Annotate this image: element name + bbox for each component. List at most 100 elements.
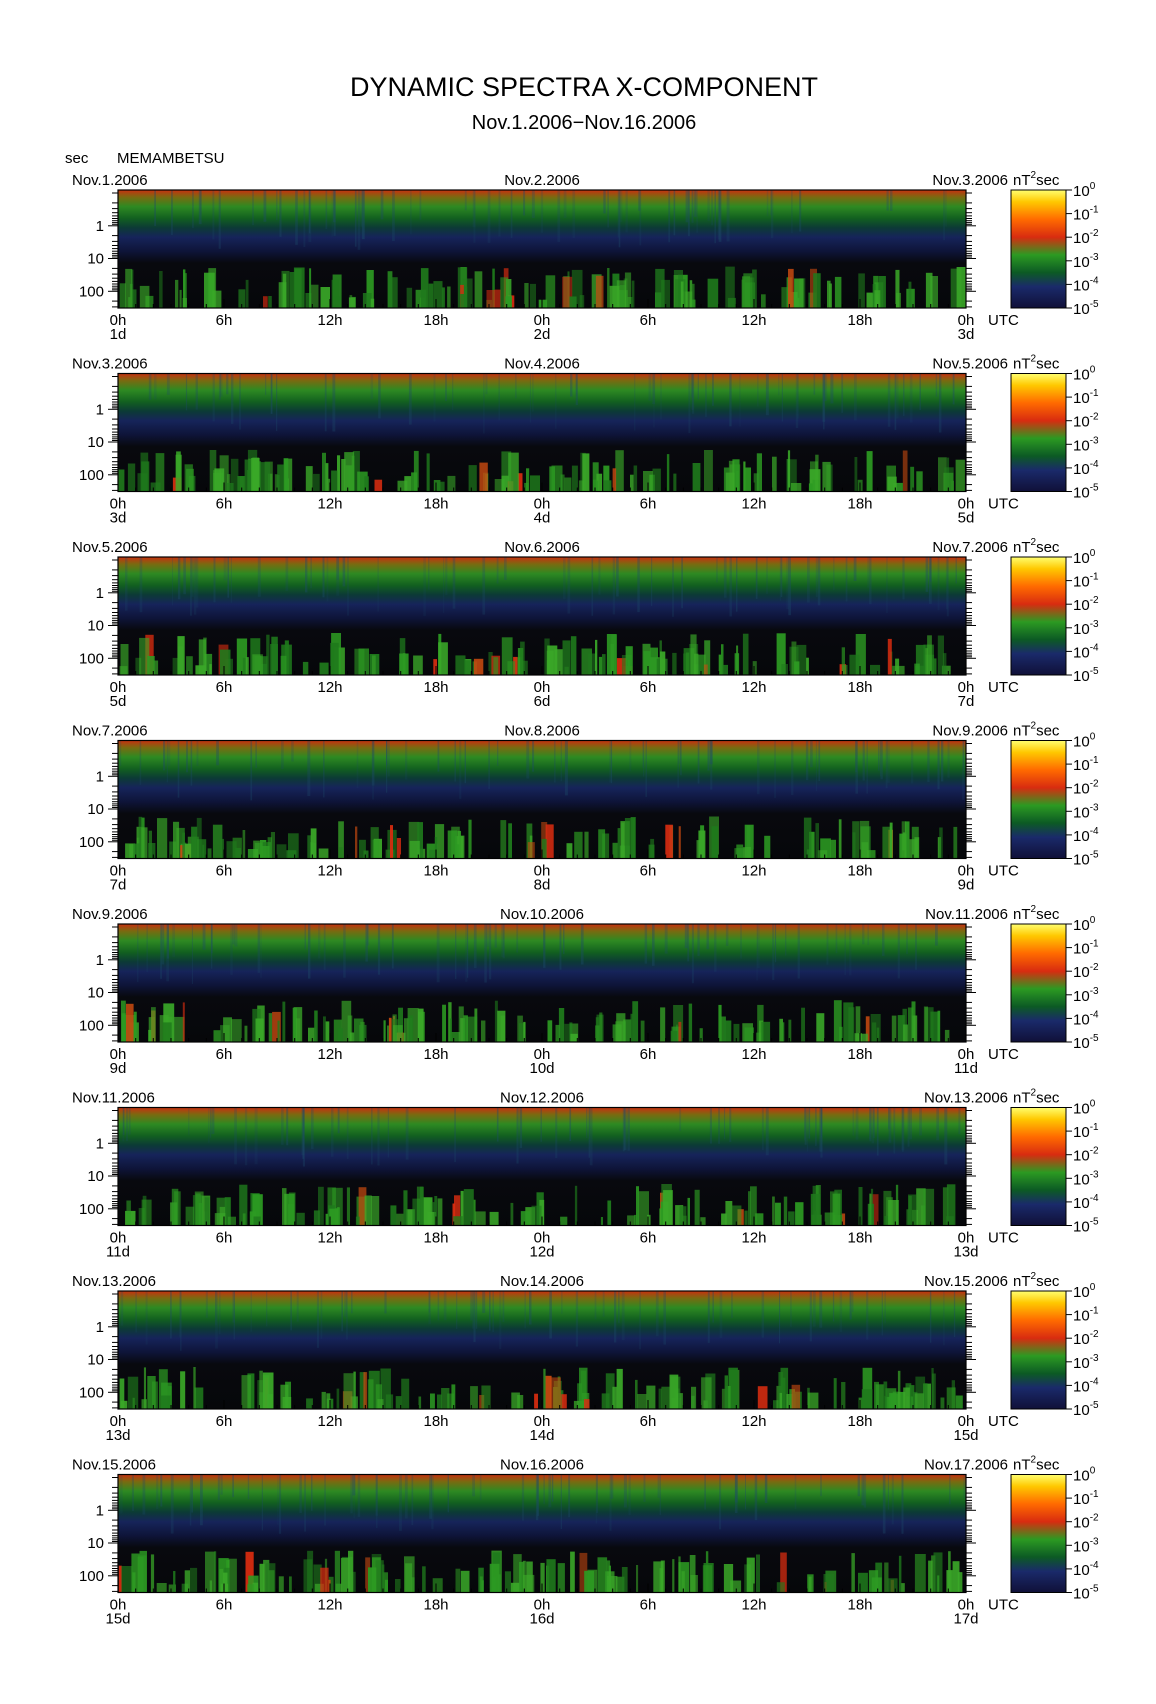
texture-streak: [189, 1474, 192, 1526]
activity-mark: [441, 287, 445, 308]
activity-mark: [119, 283, 126, 308]
activity-mark: [803, 817, 812, 859]
day-label: 13d: [953, 1244, 978, 1261]
texture-streak: [678, 740, 681, 764]
texture-streak: [624, 1107, 627, 1151]
texture-streak: [867, 557, 869, 588]
activity-mark: [756, 1554, 760, 1593]
y-tick-label: 100: [79, 467, 104, 484]
texture-streak: [218, 1291, 221, 1335]
activity-mark: [551, 465, 563, 492]
activity-mark: [842, 665, 848, 675]
texture-streak: [844, 924, 846, 975]
activity-mark: [208, 268, 217, 308]
activity-mark: [296, 1018, 301, 1042]
spectrogram-activity: [119, 1367, 963, 1409]
texture-streak: [231, 373, 234, 424]
texture-streak: [937, 740, 940, 790]
colorbar-unit: nT2sec: [1013, 354, 1060, 373]
colorbar-tick-label: 10-1: [1073, 755, 1099, 774]
activity-mark: [377, 1399, 384, 1409]
colorbar-unit: nT2sec: [1013, 904, 1060, 923]
texture-streak: [154, 190, 156, 226]
x-tick-label: 6h: [640, 1046, 657, 1063]
x-tick-label: 18h: [847, 863, 872, 880]
texture-streak: [375, 1474, 378, 1516]
texture-streak: [336, 557, 339, 580]
texture-streak: [139, 557, 143, 613]
texture-streak: [123, 1107, 125, 1135]
texture-streak: [239, 373, 241, 430]
activity-mark: [184, 1570, 190, 1593]
texture-streak: [230, 557, 232, 603]
activity-mark: [358, 1187, 367, 1226]
activity-mark: [489, 1211, 499, 1226]
activity-mark: [718, 1004, 722, 1042]
texture-streak: [685, 190, 689, 223]
texture-streak: [333, 190, 336, 223]
texture-streak: [568, 1474, 571, 1518]
colorbar-tick-label: 10-2: [1073, 1513, 1099, 1532]
activity-mark: [892, 665, 898, 675]
activity-mark: [224, 1197, 231, 1226]
texture-streak: [285, 557, 289, 591]
activity-mark: [430, 1393, 435, 1409]
texture-streak: [687, 190, 690, 237]
activity-mark: [579, 295, 585, 308]
texture-streak: [350, 1474, 353, 1514]
activity-mark: [653, 1561, 664, 1593]
texture-streak: [618, 190, 621, 248]
activity-mark: [707, 278, 719, 308]
texture-streak: [270, 373, 273, 414]
texture-streak: [320, 1291, 323, 1339]
activity-mark: [259, 462, 271, 492]
texture-streak: [212, 373, 215, 422]
activity-mark: [520, 1211, 531, 1226]
activity-mark: [704, 640, 711, 675]
texture-streak: [879, 740, 882, 777]
activity-mark: [434, 824, 445, 859]
activity-mark: [609, 285, 620, 308]
activity-mark: [489, 1563, 500, 1593]
activity-mark: [598, 656, 603, 675]
texture-streak: [261, 1474, 263, 1531]
activity-mark: [396, 838, 401, 859]
texture-streak: [869, 557, 872, 605]
activity-mark: [326, 1393, 331, 1409]
activity-mark: [547, 1020, 553, 1042]
texture-streak: [343, 924, 346, 978]
texture-streak: [473, 1291, 476, 1343]
texture-streak: [232, 1474, 234, 1498]
activity-mark: [387, 1025, 390, 1042]
activity-mark: [127, 463, 136, 492]
activity-mark: [616, 1576, 625, 1593]
texture-streak: [352, 1474, 356, 1496]
activity-mark: [858, 1033, 868, 1042]
activity-mark: [733, 1023, 740, 1042]
activity-mark: [427, 1212, 437, 1226]
colorbar-tick-label: 10-5: [1073, 850, 1099, 869]
texture-streak: [617, 190, 619, 238]
texture-streak: [219, 373, 223, 397]
activity-mark: [286, 850, 297, 859]
colorbar-tick-label: 10-4: [1073, 826, 1099, 845]
colorbar-tick-label: 100: [1073, 1099, 1096, 1118]
activity-mark: [780, 1367, 789, 1409]
texture-streak: [619, 190, 623, 223]
panel-end-date: Nov.15.2006: [924, 1273, 1008, 1290]
texture-streak: [295, 190, 298, 245]
activity-mark: [930, 276, 938, 308]
activity-mark: [219, 1568, 224, 1593]
activity-mark: [214, 1551, 217, 1593]
activity-mark: [630, 1013, 633, 1042]
x-tick-label: 18h: [423, 1230, 448, 1247]
texture-streak: [332, 373, 336, 432]
activity-mark: [153, 660, 159, 675]
activity-mark: [531, 1205, 542, 1226]
texture-streak: [902, 557, 905, 600]
activity-mark: [530, 475, 540, 492]
texture-streak: [820, 1107, 823, 1158]
texture-streak: [694, 190, 697, 217]
texture-streak: [863, 1474, 867, 1508]
